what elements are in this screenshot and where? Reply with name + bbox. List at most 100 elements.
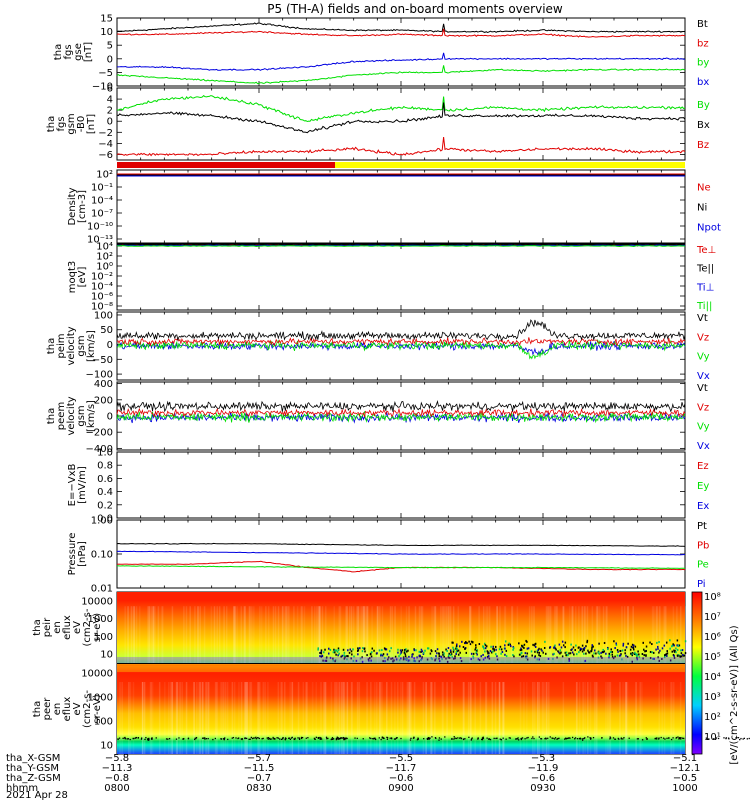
- spectrogram-speckle: [351, 653, 353, 656]
- colorbar-tick-label: 10⁵: [704, 652, 721, 663]
- spectrogram-dots: [609, 736, 611, 738]
- spectrogram-speckle: [387, 656, 390, 659]
- spectrogram-dots: [662, 737, 665, 739]
- spectrogram-speckle: [582, 648, 585, 651]
- spectrogram-dots: [332, 738, 335, 740]
- spectrogram-speckle: [552, 653, 554, 656]
- spectrogram-streak: [486, 606, 489, 663]
- spectrogram-dots: [552, 737, 554, 740]
- spectrogram-dots: [274, 738, 276, 740]
- spectrogram-speckle: [357, 647, 359, 650]
- spectrogram-dots: [579, 737, 581, 739]
- spectrogram-streak: [589, 682, 592, 754]
- spectrogram-streak: [626, 606, 629, 663]
- legend-pb: Pb: [697, 540, 709, 551]
- spectrogram-speckle: [601, 651, 604, 654]
- ylabel-line: gse: [73, 43, 84, 61]
- spectrogram-streak: [199, 682, 201, 754]
- spectrogram-speckle: [456, 643, 458, 646]
- spectrogram-speckle: [475, 644, 477, 647]
- spectrogram-streak: [325, 682, 327, 754]
- spectrogram-streak: [305, 682, 307, 754]
- spectrogram-dots: [520, 738, 523, 741]
- spectrogram-dots: [281, 738, 284, 740]
- spectrogram-speckle: [429, 652, 432, 655]
- y-tick-label: 10: [100, 650, 113, 661]
- spectrogram-speckle: [540, 648, 542, 651]
- spectrogram-speckle: [524, 655, 527, 658]
- spectrogram-speckle: [641, 653, 644, 656]
- spectrogram-speckle: [434, 659, 436, 662]
- spectrogram-dots: [290, 737, 293, 739]
- spectrogram-dots: [748, 737, 750, 740]
- spectrogram-dots: [300, 737, 303, 740]
- ylabel-line: gsm: [66, 113, 77, 134]
- spectrogram-streak: [265, 606, 267, 663]
- spectrogram-speckle: [412, 659, 415, 662]
- y-tick-label: 10: [100, 741, 113, 752]
- spectrogram-dots: [294, 737, 296, 739]
- spectrogram-speckle: [455, 645, 458, 648]
- spectrogram-speckle: [446, 660, 449, 663]
- spectrogram-streak: [608, 682, 610, 754]
- spectrogram-speckle: [413, 659, 416, 662]
- spectrogram-dots: [126, 738, 128, 740]
- spectrogram-dots: [331, 738, 334, 740]
- spectrogram-streak: [575, 682, 578, 754]
- spectrogram-dots: [509, 737, 512, 739]
- spectrogram-streak: [390, 682, 393, 754]
- spectrogram-streak: [323, 682, 325, 754]
- spectrogram-streak: [379, 606, 381, 663]
- spectrogram-speckle: [680, 649, 682, 652]
- spectrogram-dots: [493, 737, 495, 740]
- spectrogram-streak: [233, 606, 235, 663]
- ephemeris-y: −11.9: [528, 763, 559, 774]
- spectrogram-speckle: [352, 659, 355, 662]
- spectrogram-dots: [137, 737, 140, 739]
- spectrogram-speckle: [420, 648, 423, 651]
- ylabel-line: (cm2-s-: [82, 608, 93, 646]
- spectrogram-dots: [315, 736, 317, 738]
- spectrogram-dots: [127, 738, 130, 740]
- spectrogram-speckle: [363, 647, 366, 650]
- legend-pt: Pt: [697, 521, 707, 532]
- spectrogram-streak: [253, 606, 255, 663]
- spectrogram-dots: [251, 737, 254, 740]
- spectrogram-speckle: [595, 652, 597, 655]
- spectrogram-dots: [147, 739, 149, 741]
- spectrogram-dots: [489, 738, 492, 741]
- ylabel-line: fgs: [56, 116, 67, 131]
- spectrogram-dots: [194, 737, 196, 739]
- spectrogram-dots: [641, 739, 644, 741]
- spectrogram-speckle: [361, 660, 364, 663]
- spectrogram-streak: [389, 606, 392, 663]
- spectrogram-dots: [558, 737, 560, 739]
- spectrogram-speckle: [684, 652, 687, 655]
- spectrogram-speckle: [415, 649, 417, 652]
- spectrogram-dots: [151, 738, 153, 740]
- spectrogram-dots: [258, 737, 260, 740]
- ylabel-line: en: [52, 703, 63, 716]
- spectrogram-streak: [243, 682, 246, 754]
- spectrogram-dots: [336, 738, 338, 740]
- spectrogram-speckle: [320, 649, 323, 652]
- spectrogram-speckle: [338, 652, 340, 655]
- spectrogram-dots: [187, 738, 190, 740]
- spectrogram-streak: [625, 682, 627, 754]
- spectrogram-streak: [296, 606, 299, 663]
- spectrogram-speckle: [678, 644, 681, 647]
- y-tick-label: 10⁻¹: [91, 183, 113, 194]
- spectrogram-speckle: [458, 645, 461, 648]
- spectrogram-speckle: [538, 654, 540, 657]
- spectrogram-speckle: [673, 644, 675, 647]
- spectrogram-streak: [199, 682, 202, 754]
- spectrogram-dots: [374, 737, 376, 739]
- spectrogram-dots: [291, 736, 293, 739]
- spectrogram-streak: [214, 682, 217, 754]
- spectrogram-dots: [409, 739, 412, 741]
- spectrogram-streak: [349, 606, 351, 663]
- spectrogram-speckle: [590, 650, 593, 653]
- spectrogram-streak: [284, 606, 287, 663]
- spectrogram-streak: [141, 682, 144, 754]
- spectrogram-streak: [319, 606, 321, 663]
